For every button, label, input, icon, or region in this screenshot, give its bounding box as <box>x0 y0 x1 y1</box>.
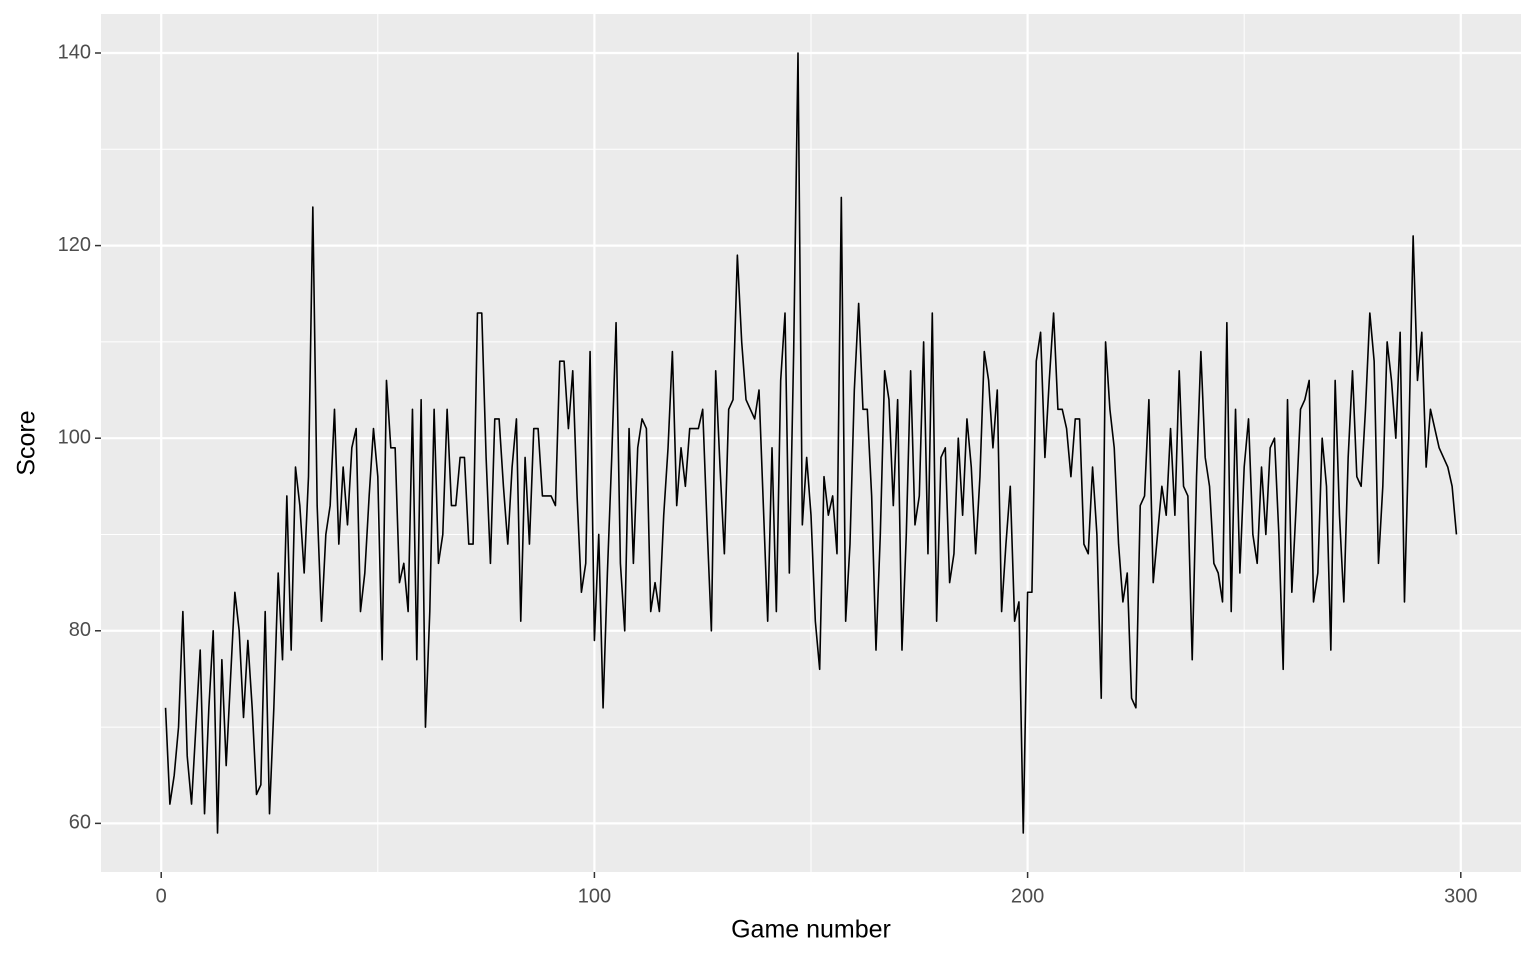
x-tick-label: 200 <box>1011 885 1044 907</box>
y-tick-label: 100 <box>58 426 91 448</box>
data-line <box>164 52 1458 834</box>
y-tick-label: 60 <box>69 812 91 834</box>
y-tick-label: 80 <box>69 619 91 641</box>
x-tick-label: 300 <box>1444 885 1477 907</box>
x-tick-label: 0 <box>156 885 167 907</box>
y-tick-label: 120 <box>58 234 91 256</box>
y-tick-label: 140 <box>58 41 91 63</box>
x-tick-label: 100 <box>578 885 611 907</box>
y-axis-title: Score <box>13 410 41 475</box>
x-axis-title: Game number <box>731 916 891 944</box>
